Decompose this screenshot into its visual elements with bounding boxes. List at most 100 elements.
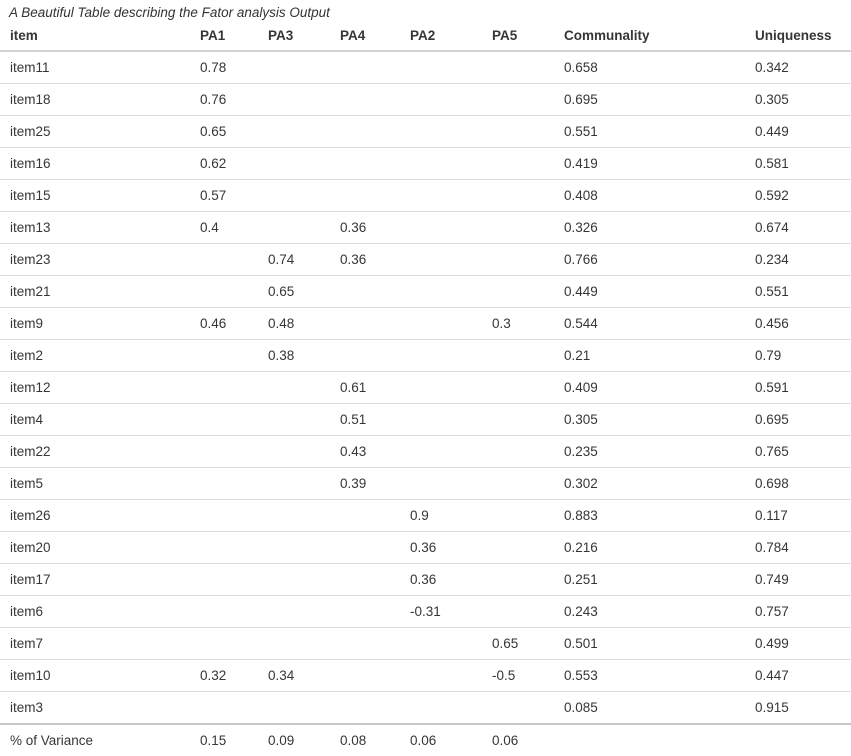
cell-communality: 0.766	[564, 243, 755, 276]
cell-pa2	[410, 147, 492, 180]
cell-pa2	[410, 51, 492, 84]
cell-uniqueness: 0.749	[755, 563, 851, 596]
cell-item: item26	[0, 499, 200, 532]
cell-pa5	[492, 51, 564, 84]
cell-pa5	[492, 691, 564, 725]
cell-uniqueness: 0.234	[755, 243, 851, 276]
cell-pa5: 0.06	[492, 723, 564, 756]
cell-pa3	[268, 595, 340, 628]
cell-pa2	[410, 691, 492, 725]
cell-pa1: 0.15	[200, 723, 268, 756]
cell-pa2	[410, 403, 492, 436]
cell-pa4: 0.51	[340, 403, 410, 436]
cell-pa2	[410, 179, 492, 212]
cell-pa4	[340, 595, 410, 628]
cell-item: item22	[0, 435, 200, 468]
column-header-pa4: PA4	[340, 20, 410, 52]
cell-pa2	[410, 211, 492, 244]
cell-uniqueness: 0.784	[755, 531, 851, 564]
cell-uniqueness: 0.757	[755, 595, 851, 628]
cell-communality: 0.544	[564, 307, 755, 340]
table-row: item17 0.36 0.251 0.749	[0, 563, 851, 596]
cell-pa4	[340, 307, 410, 340]
table-row: item23 0.74 0.36 0.766 0.234	[0, 243, 851, 276]
table-row: item15 0.57 0.408 0.592	[0, 179, 851, 212]
cell-communality	[564, 723, 755, 756]
table-row: item21 0.65 0.449 0.551	[0, 275, 851, 308]
cell-item: item18	[0, 83, 200, 116]
cell-uniqueness: 0.592	[755, 179, 851, 212]
cell-pa3	[268, 563, 340, 596]
cell-pa4	[340, 51, 410, 84]
cell-pa1	[200, 499, 268, 532]
table-row: item13 0.4 0.36 0.326 0.674	[0, 211, 851, 244]
cell-pa4	[340, 115, 410, 148]
cell-pa5	[492, 83, 564, 116]
cell-uniqueness: 0.698	[755, 467, 851, 500]
cell-pa1: 0.62	[200, 147, 268, 180]
cell-communality: 0.883	[564, 499, 755, 532]
cell-pa3: 0.34	[268, 659, 340, 692]
cell-pa5	[492, 115, 564, 148]
cell-pa1: 0.32	[200, 659, 268, 692]
cell-item: item23	[0, 243, 200, 276]
cell-pa3	[268, 467, 340, 500]
cell-pa3	[268, 115, 340, 148]
cell-item: item7	[0, 627, 200, 660]
cell-pa4: 0.39	[340, 467, 410, 500]
table-body: item11 0.78 0.658 0.342 item18 0.76 0.695 0.305…	[0, 51, 851, 756]
cell-pa3	[268, 51, 340, 84]
cell-communality: 0.449	[564, 275, 755, 308]
cell-pa2: 0.06	[410, 723, 492, 756]
cell-pa4: 0.36	[340, 211, 410, 244]
cell-pa4	[340, 563, 410, 596]
cell-pa3	[268, 627, 340, 660]
cell-pa3	[268, 179, 340, 212]
cell-item: item20	[0, 531, 200, 564]
cell-uniqueness: 0.915	[755, 691, 851, 725]
table-row: item22 0.43 0.235 0.765	[0, 435, 851, 468]
cell-pa5	[492, 147, 564, 180]
cell-pa3: 0.48	[268, 307, 340, 340]
cell-pa2	[410, 115, 492, 148]
cell-pa3: 0.65	[268, 275, 340, 308]
table-row: item20 0.36 0.216 0.784	[0, 531, 851, 564]
table-header: item PA1 PA3 PA4 PA2 PA5 Communality Uni…	[0, 20, 851, 52]
column-header-pa2: PA2	[410, 20, 492, 52]
cell-communality: 0.305	[564, 403, 755, 436]
cell-pa5: 0.65	[492, 627, 564, 660]
cell-pa4: 0.08	[340, 723, 410, 756]
cell-item: item21	[0, 275, 200, 308]
cell-pa4	[340, 179, 410, 212]
variance-footer-row: % of Variance 0.15 0.09 0.08 0.06 0.06	[0, 723, 851, 756]
column-header-uniqueness: Uniqueness	[755, 20, 851, 52]
cell-uniqueness: 0.695	[755, 403, 851, 436]
table-row: item2 0.38 0.21 0.79	[0, 339, 851, 372]
cell-pa5	[492, 499, 564, 532]
cell-item: item16	[0, 147, 200, 180]
cell-item: item10	[0, 659, 200, 692]
cell-item: item13	[0, 211, 200, 244]
cell-pa1	[200, 371, 268, 404]
cell-item: item12	[0, 371, 200, 404]
cell-pa4: 0.61	[340, 371, 410, 404]
column-header-communality: Communality	[564, 20, 755, 52]
cell-pa5	[492, 467, 564, 500]
cell-pa5	[492, 595, 564, 628]
cell-pa2	[410, 371, 492, 404]
cell-pa5: 0.3	[492, 307, 564, 340]
cell-uniqueness: 0.551	[755, 275, 851, 308]
cell-item: item11	[0, 51, 200, 84]
cell-pa5	[492, 435, 564, 468]
cell-pa5	[492, 179, 564, 212]
header-row: item PA1 PA3 PA4 PA2 PA5 Communality Uni…	[0, 20, 851, 52]
factor-analysis-table: item PA1 PA3 PA4 PA2 PA5 Communality Uni…	[0, 20, 851, 756]
cell-pa3	[268, 403, 340, 436]
cell-pa1: 0.65	[200, 115, 268, 148]
cell-pa2: -0.31	[410, 595, 492, 628]
cell-pa2	[410, 435, 492, 468]
cell-pa3: 0.09	[268, 723, 340, 756]
column-header-pa1: PA1	[200, 20, 268, 52]
table-row: item6 -0.31 0.243 0.757	[0, 595, 851, 628]
cell-uniqueness: 0.447	[755, 659, 851, 692]
